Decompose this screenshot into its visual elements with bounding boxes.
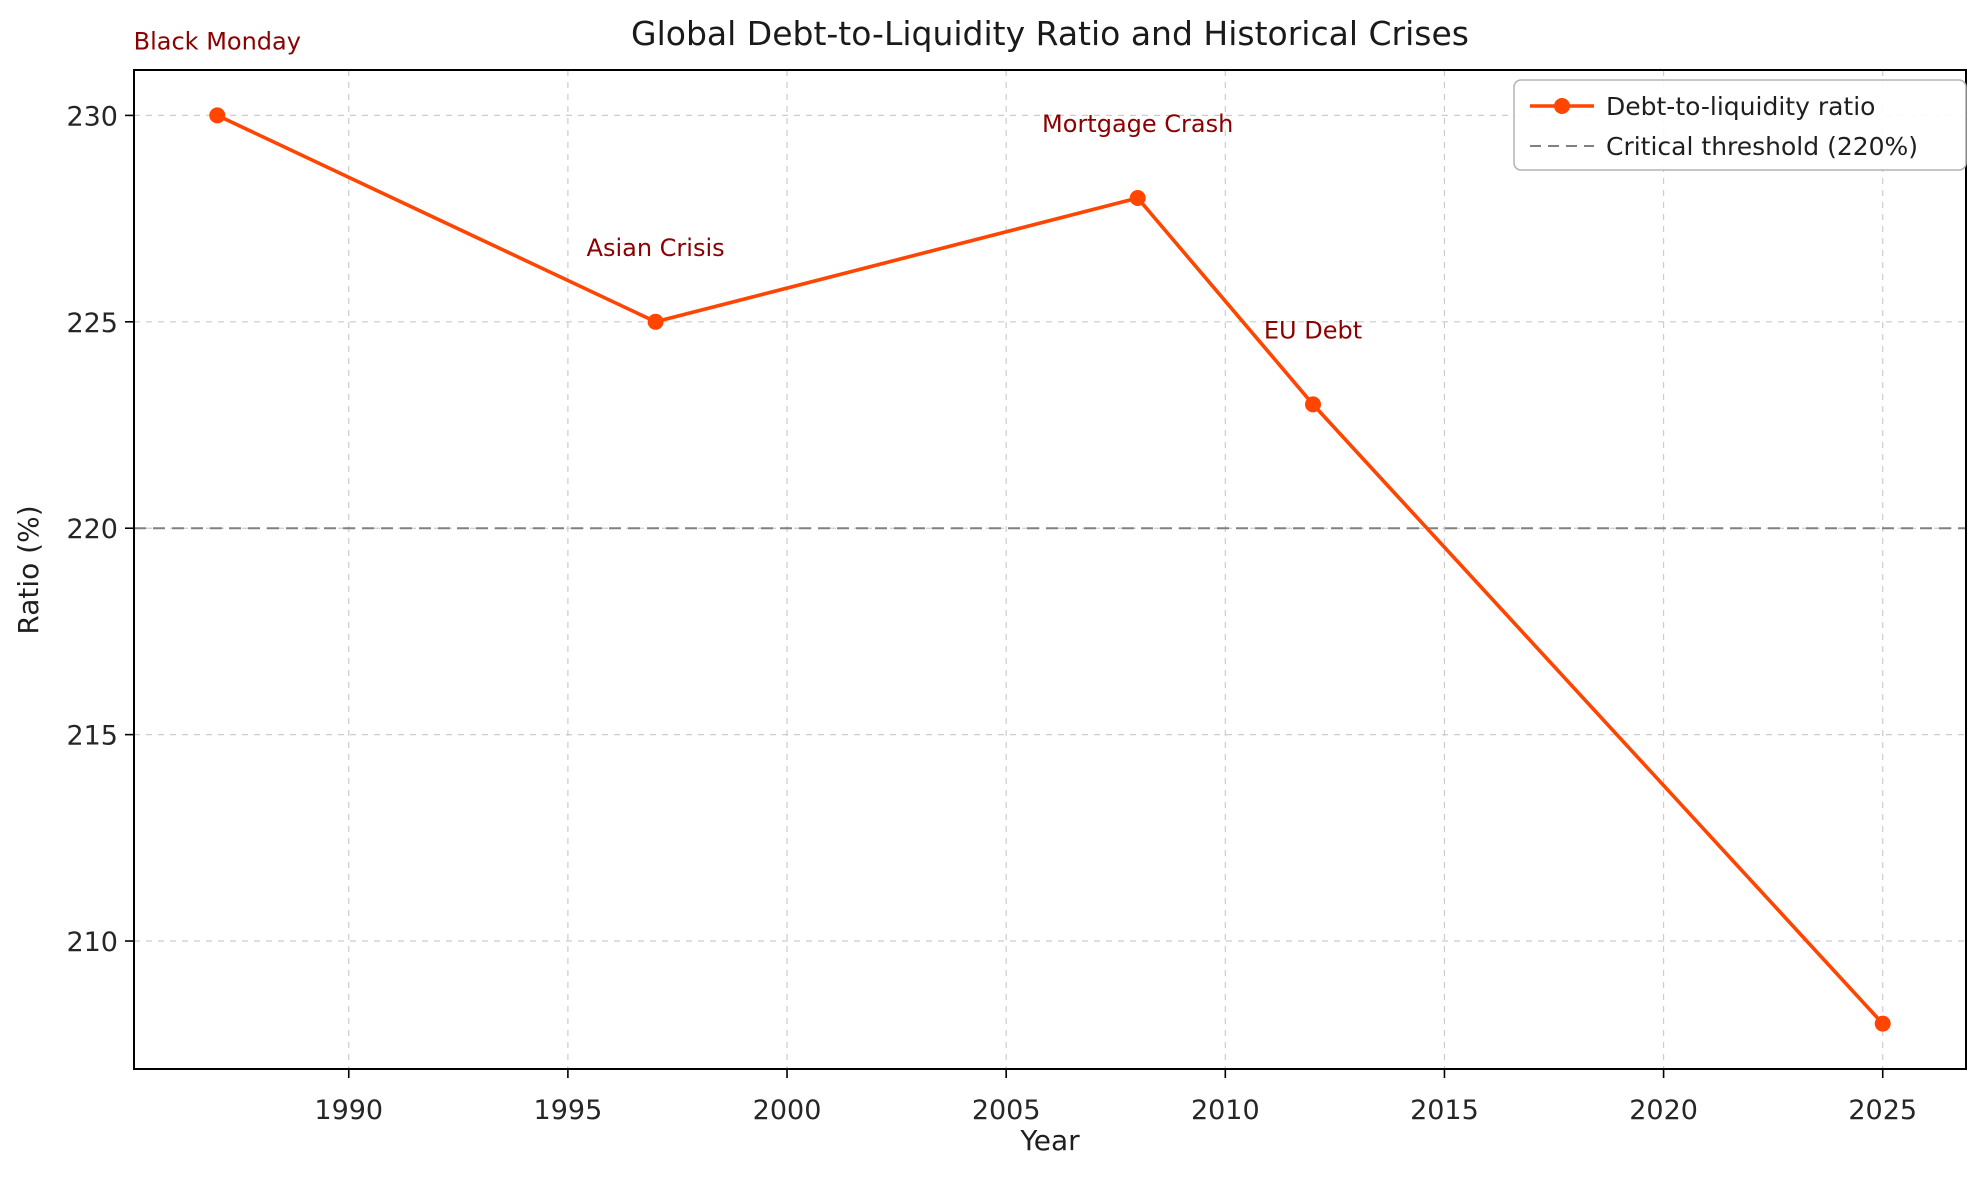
x-tick-label: 2015 (1410, 1095, 1479, 1126)
annotations-layer: Black Monday Asian Crisis Mortgage Crash EU… (134, 27, 1362, 344)
legend-series-marker (1554, 98, 1570, 114)
annotation-black-monday: Black Monday (134, 27, 301, 55)
x-tick-label: 1990 (314, 1095, 383, 1126)
axes-frame (133, 69, 1967, 1070)
x-tick-label: 2000 (753, 1095, 822, 1126)
annotation-eu-debt: EU Debt (1264, 316, 1362, 344)
data-point-marker (1874, 1015, 1891, 1032)
x-tick-label: 2025 (1848, 1095, 1917, 1126)
x-tick-label: 1995 (534, 1095, 603, 1126)
x-tick-label: 2020 (1629, 1095, 1698, 1126)
annotation-asian-crisis: Asian Crisis (587, 234, 725, 262)
data-point-marker (647, 313, 664, 330)
data-point-marker (1129, 190, 1146, 206)
plot-frame (133, 69, 1967, 1070)
y-tick-label: 215 (66, 721, 118, 752)
y-axis-label: Ratio (%) (12, 505, 45, 634)
y-tick-label: 225 (66, 308, 118, 339)
x-tick-label: 2005 (972, 1095, 1041, 1126)
legend-label-threshold: Critical threshold (220%) (1606, 132, 1918, 161)
legend-box (1513, 79, 1967, 171)
data-point-marker (1305, 396, 1321, 413)
series-line (215, 113, 1885, 1026)
data-point-marker (209, 107, 226, 124)
x-axis-label: Year (1019, 1124, 1080, 1157)
legend: Debt-to-liquidity ratio Critical thresho… (1513, 79, 1967, 171)
chart-title: Global Debt-to-Liquidity Ratio and Histo… (631, 14, 1469, 53)
annotation-mortgage-crash: Mortgage Crash (1042, 110, 1233, 138)
series-layer (209, 107, 1891, 1032)
x-tick-label: 2010 (1191, 1095, 1260, 1126)
y-tick-label: 220 (66, 514, 118, 545)
y-tick-label: 210 (66, 927, 118, 958)
axis-ticks: 1990 1995 2000 2005 2010 2015 2020 2025 210 215 22… (66, 101, 1917, 1126)
y-tick-label: 230 (66, 101, 118, 132)
legend-label-series: Debt-to-liquidity ratio (1606, 92, 1875, 121)
